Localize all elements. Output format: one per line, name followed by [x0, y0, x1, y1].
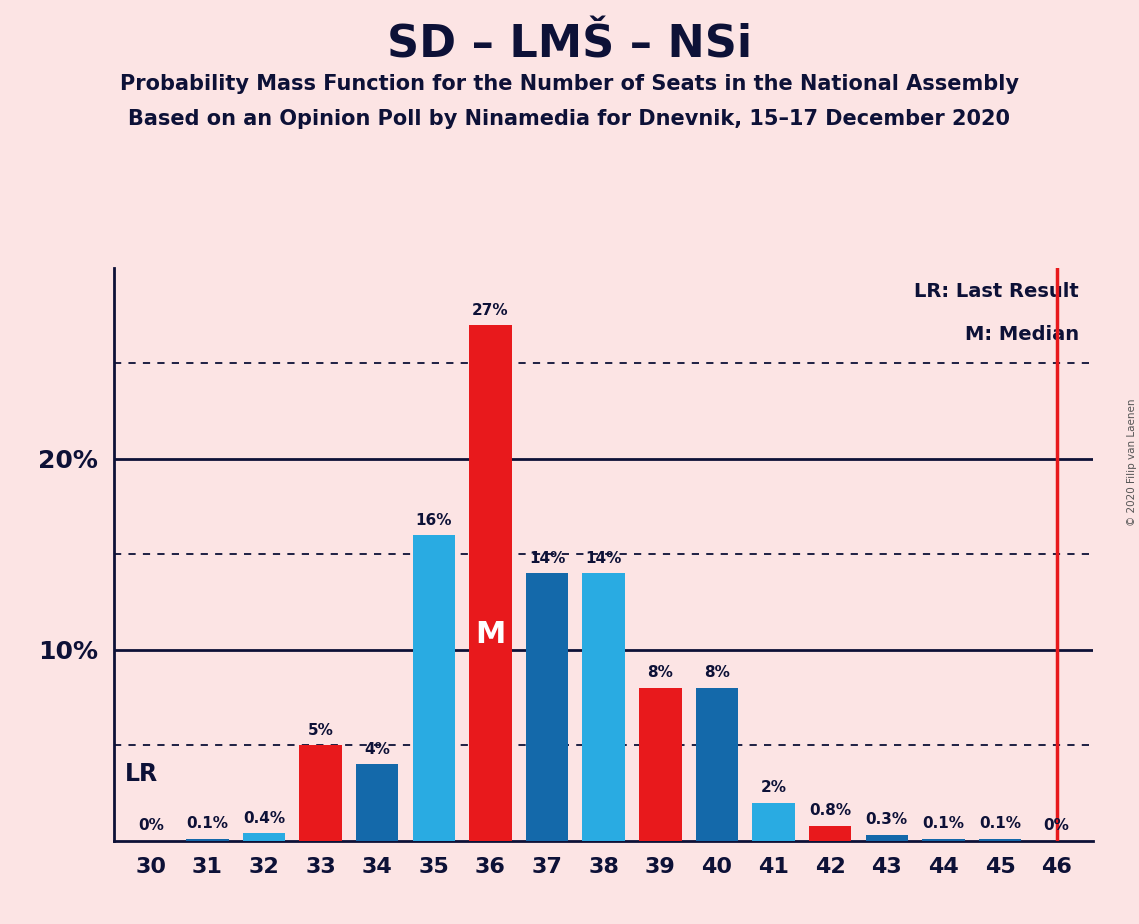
Text: LR: Last Result: LR: Last Result: [913, 283, 1079, 301]
Text: SD – LMŠ – NSi: SD – LMŠ – NSi: [387, 23, 752, 67]
Bar: [809, 825, 851, 841]
Text: Probability Mass Function for the Number of Seats in the National Assembly: Probability Mass Function for the Number…: [120, 74, 1019, 94]
Text: 0.8%: 0.8%: [809, 803, 851, 818]
Bar: [357, 764, 399, 841]
Text: 16%: 16%: [416, 513, 452, 528]
Text: Based on an Opinion Poll by Ninamedia for Dnevnik, 15–17 December 2020: Based on an Opinion Poll by Ninamedia fo…: [129, 109, 1010, 129]
Bar: [300, 746, 342, 841]
Bar: [526, 574, 568, 841]
Bar: [186, 839, 229, 841]
Bar: [696, 688, 738, 841]
Text: 0%: 0%: [138, 818, 164, 833]
Text: 0.4%: 0.4%: [243, 810, 285, 825]
Text: 8%: 8%: [704, 665, 730, 680]
Text: 2%: 2%: [761, 780, 787, 795]
Text: 8%: 8%: [647, 665, 673, 680]
Bar: [469, 325, 511, 841]
Text: 14%: 14%: [528, 551, 565, 565]
Text: 4%: 4%: [364, 742, 391, 757]
Bar: [412, 535, 456, 841]
Text: © 2020 Filip van Laenen: © 2020 Filip van Laenen: [1128, 398, 1137, 526]
Bar: [243, 833, 285, 841]
Bar: [752, 803, 795, 841]
Text: 0.1%: 0.1%: [980, 816, 1021, 832]
Bar: [582, 574, 625, 841]
Text: M: M: [475, 620, 506, 649]
Bar: [978, 839, 1022, 841]
Text: 0.1%: 0.1%: [923, 816, 965, 832]
Text: 14%: 14%: [585, 551, 622, 565]
Bar: [866, 835, 908, 841]
Text: LR: LR: [125, 762, 158, 786]
Text: 0%: 0%: [1043, 818, 1070, 833]
Bar: [639, 688, 681, 841]
Text: 0.1%: 0.1%: [187, 816, 228, 832]
Text: 27%: 27%: [473, 302, 509, 318]
Text: 0.3%: 0.3%: [866, 812, 908, 828]
Bar: [923, 839, 965, 841]
Text: 5%: 5%: [308, 723, 334, 737]
Text: M: Median: M: Median: [965, 325, 1079, 345]
